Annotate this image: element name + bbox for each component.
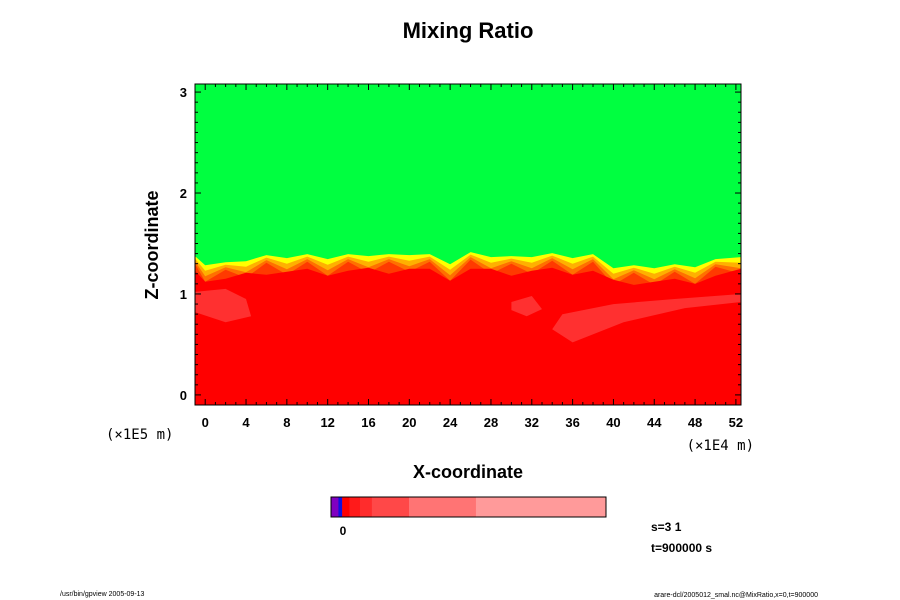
lower-region <box>195 267 741 405</box>
colorbar-segment <box>371 497 410 517</box>
y-axis-tick-labels: 0 1 2 3 <box>180 85 187 403</box>
x-tick-label: 32 <box>525 415 539 430</box>
x-tick-label: 8 <box>283 415 290 430</box>
colorbar-segment <box>342 497 350 517</box>
colorbar-segment <box>349 497 361 517</box>
y-axis-label: Z-coordinate <box>142 190 162 299</box>
colorbar-segment <box>475 497 607 517</box>
x-axis-tick-labels: 0 4 8 12 16 20 24 28 32 36 40 44 48 52 <box>202 415 744 430</box>
x-tick-label: 40 <box>606 415 620 430</box>
x-tick-label: 48 <box>688 415 702 430</box>
lower-patches <box>195 288 741 343</box>
footer-right: arare-dcl/2005012_smal.nc@MixRatio,x=0,t… <box>654 592 818 599</box>
colorbar <box>331 497 607 517</box>
lower-patch <box>511 296 542 317</box>
colorbar-segment <box>409 497 477 517</box>
transition-bands <box>195 252 741 405</box>
x-scale-label: (×1E4 m) <box>687 438 754 454</box>
colorbar-segment <box>359 497 373 517</box>
x-tick-label: 16 <box>361 415 375 430</box>
info-time: t=900000 s <box>651 541 712 555</box>
x-axis-ticks <box>204 84 737 405</box>
x-tick-label: 12 <box>320 415 334 430</box>
plot-area <box>194 83 742 406</box>
colorbar-segment <box>331 497 339 517</box>
y-axis-ticks <box>195 91 741 406</box>
y-tick-label: 2 <box>180 186 187 201</box>
colorbar-segment <box>338 497 343 517</box>
x-tick-label: 20 <box>402 415 416 430</box>
x-tick-label: 28 <box>484 415 498 430</box>
chart-title: Mixing Ratio <box>403 18 534 43</box>
x-axis-label: X-coordinate <box>413 462 523 482</box>
lower-patch <box>552 294 741 343</box>
footer-left: /usr/bin/gpview 2005-09-13 <box>60 591 145 598</box>
lower-patch <box>195 288 252 323</box>
x-tick-label: 52 <box>729 415 743 430</box>
x-tick-label: 44 <box>647 415 662 430</box>
x-tick-label: 0 <box>202 415 209 430</box>
x-tick-label: 4 <box>242 415 250 430</box>
y-scale-label: (×1E5 m) <box>106 427 173 443</box>
y-tick-label: 0 <box>180 388 187 403</box>
colorbar-tick-label: 0 <box>340 524 347 538</box>
y-tick-label: 1 <box>180 287 187 302</box>
plot-frame <box>194 83 742 406</box>
x-tick-label: 36 <box>565 415 579 430</box>
y-tick-label: 3 <box>180 85 187 100</box>
colorbar-frame <box>330 496 607 518</box>
info-stride: s=3 1 <box>651 520 682 534</box>
x-tick-label: 24 <box>443 415 458 430</box>
